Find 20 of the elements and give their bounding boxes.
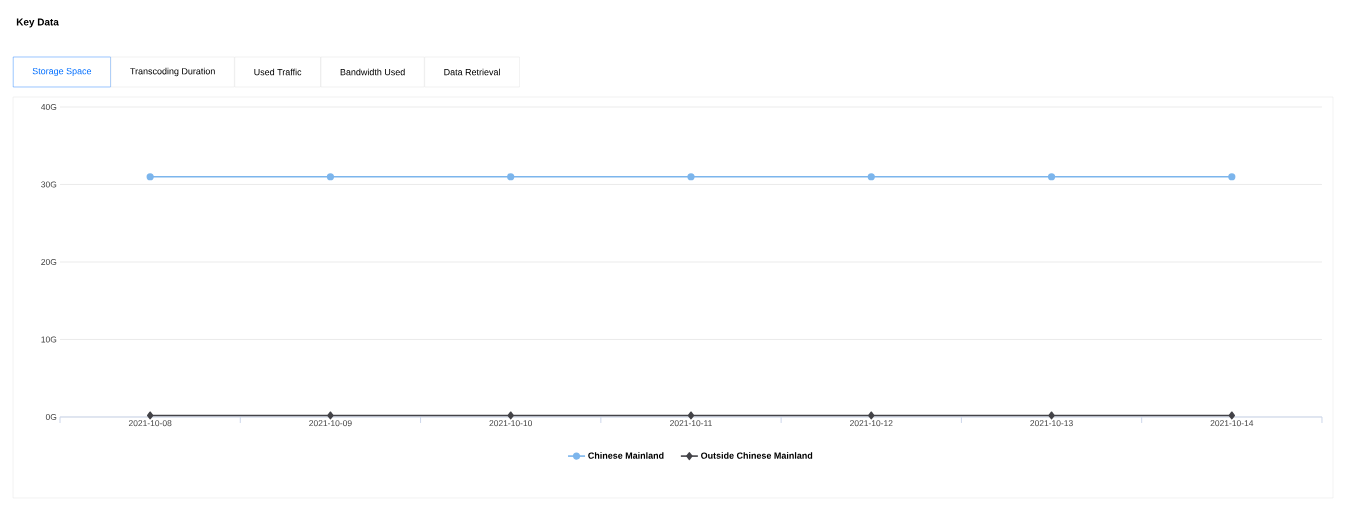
y-tick-label: 30G bbox=[41, 181, 57, 188]
x-tick-label: 2021-10-12 bbox=[850, 420, 893, 427]
text: Storage Space bbox=[32, 67, 92, 77]
x-tick-label: 2021-10-10 bbox=[489, 420, 533, 427]
text: Transcoding Duration bbox=[130, 67, 215, 77]
y-tick-label: 0G bbox=[45, 413, 57, 420]
x-tick-label: 2021-10-11 bbox=[670, 420, 712, 427]
text: Used Traffic bbox=[254, 68, 302, 76]
x-tick-label: 2021-10-08 bbox=[128, 420, 172, 427]
text: Data Retrieval bbox=[444, 68, 500, 76]
y-tick-label: 20G bbox=[41, 259, 57, 265]
legend-label: Outside Chinese Mainland bbox=[701, 452, 813, 459]
x-tick-label: 2021-10-13 bbox=[1030, 420, 1073, 427]
x-tick-label: 2021-10-14 bbox=[1210, 420, 1254, 427]
text: Bandwidth Used bbox=[340, 68, 405, 76]
y-tick-label: 10G bbox=[41, 336, 57, 343]
y-tick-label: 40G bbox=[41, 104, 57, 110]
legend-label: Chinese Mainland bbox=[588, 452, 664, 459]
x-tick-label: 2021-10-09 bbox=[309, 420, 352, 427]
chart-title: Key Data bbox=[16, 18, 59, 28]
